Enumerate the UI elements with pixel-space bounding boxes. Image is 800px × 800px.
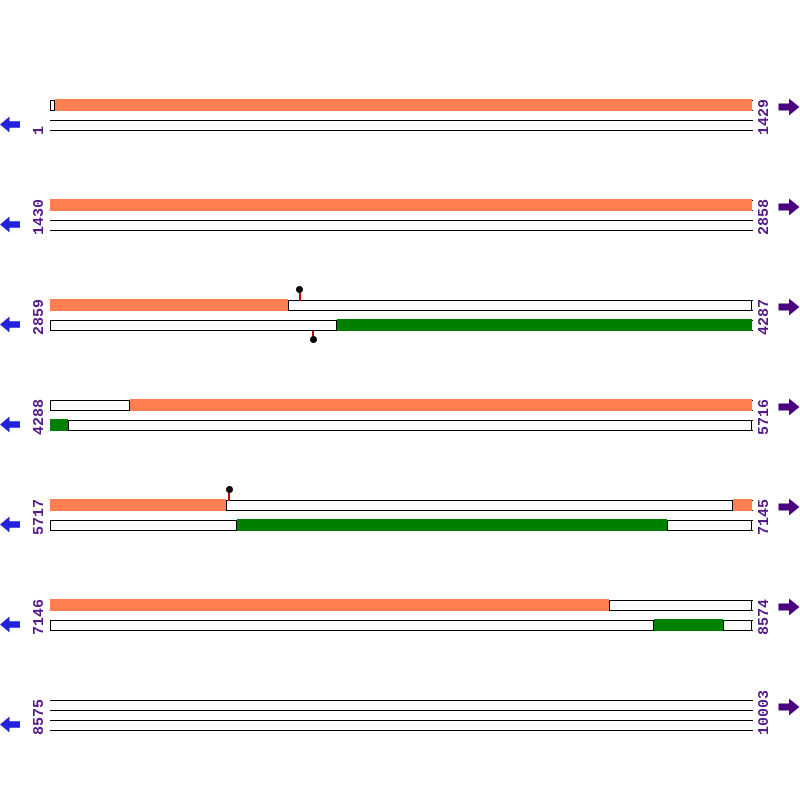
gene-box-direct — [50, 598, 609, 611]
marker-stem — [312, 331, 315, 339]
gene-box-direct — [50, 298, 288, 311]
gene-box-complementary — [337, 318, 752, 331]
marker-dot — [309, 336, 317, 343]
gene-box-complementary — [50, 418, 69, 431]
track-line — [50, 699, 753, 702]
marker-stem — [299, 289, 301, 301]
track-line — [50, 129, 753, 132]
gene-box-direct — [130, 398, 752, 411]
gene-box-complementary — [653, 618, 723, 631]
continues-right-arrow-icon — [778, 598, 800, 616]
gene-box-direct — [54, 98, 752, 111]
continues-left-arrow-icon — [0, 716, 20, 732]
continues-right-arrow-icon — [778, 298, 800, 316]
row-end-label-text: 4287 — [755, 298, 773, 335]
row-end-label-text: 2858 — [755, 198, 773, 235]
marker-dot — [296, 286, 304, 293]
row-end-label-text: 5716 — [755, 398, 773, 435]
gene-box-direct — [733, 498, 752, 511]
gene-box-direct — [50, 198, 752, 211]
continues-right-arrow-icon — [778, 198, 800, 216]
row-start-label-text: 4288 — [31, 398, 48, 435]
track-line — [50, 229, 753, 232]
row-start-label-text: 1 — [31, 125, 48, 135]
row-end-label-text: 8574 — [755, 598, 773, 635]
row-start-label-text: 1430 — [31, 198, 48, 235]
orf-outline-box — [226, 499, 734, 512]
continues-left-arrow-icon — [0, 616, 20, 632]
orf-outline-box — [50, 99, 55, 112]
continues-right-arrow-icon — [778, 498, 800, 516]
row-end-label-text: 7145 — [755, 498, 773, 535]
row-start-label-text: 5717 — [31, 498, 48, 535]
continues-left-arrow-icon — [0, 516, 20, 532]
continues-left-arrow-icon — [0, 116, 20, 132]
continues-right-arrow-icon — [778, 698, 800, 716]
marker-dot — [225, 486, 233, 493]
orf-outline-box — [50, 319, 338, 332]
gene-box-direct — [50, 498, 227, 511]
orf-outline-box — [287, 299, 752, 312]
track-line — [50, 119, 753, 122]
continues-right-arrow-icon — [778, 398, 800, 416]
orf-outline-box — [667, 519, 752, 532]
track-line — [50, 709, 753, 712]
orf-outline-box — [608, 599, 752, 612]
track-line — [50, 219, 753, 222]
row-end-label-text: 10003 — [755, 689, 773, 735]
continues-right-arrow-icon — [778, 98, 800, 116]
orf-outline-box — [68, 419, 752, 432]
continues-left-arrow-icon — [0, 416, 20, 432]
track-line — [50, 729, 753, 732]
gene-box-complementary — [236, 518, 668, 531]
orf-outline-box — [50, 399, 131, 412]
orf-outline-box — [722, 619, 752, 632]
continues-left-arrow-icon — [0, 316, 20, 332]
row-end-label-text: 1429 — [755, 98, 773, 135]
track-line — [50, 719, 753, 722]
row-start-label-text: 8575 — [31, 698, 48, 735]
orf-outline-box — [50, 519, 237, 532]
continues-left-arrow-icon — [0, 216, 20, 232]
orf-outline-box — [50, 619, 654, 632]
row-start-label-text: 2859 — [31, 298, 48, 335]
row-start-label-text: 7146 — [31, 598, 48, 635]
marker-stem — [228, 489, 230, 501]
